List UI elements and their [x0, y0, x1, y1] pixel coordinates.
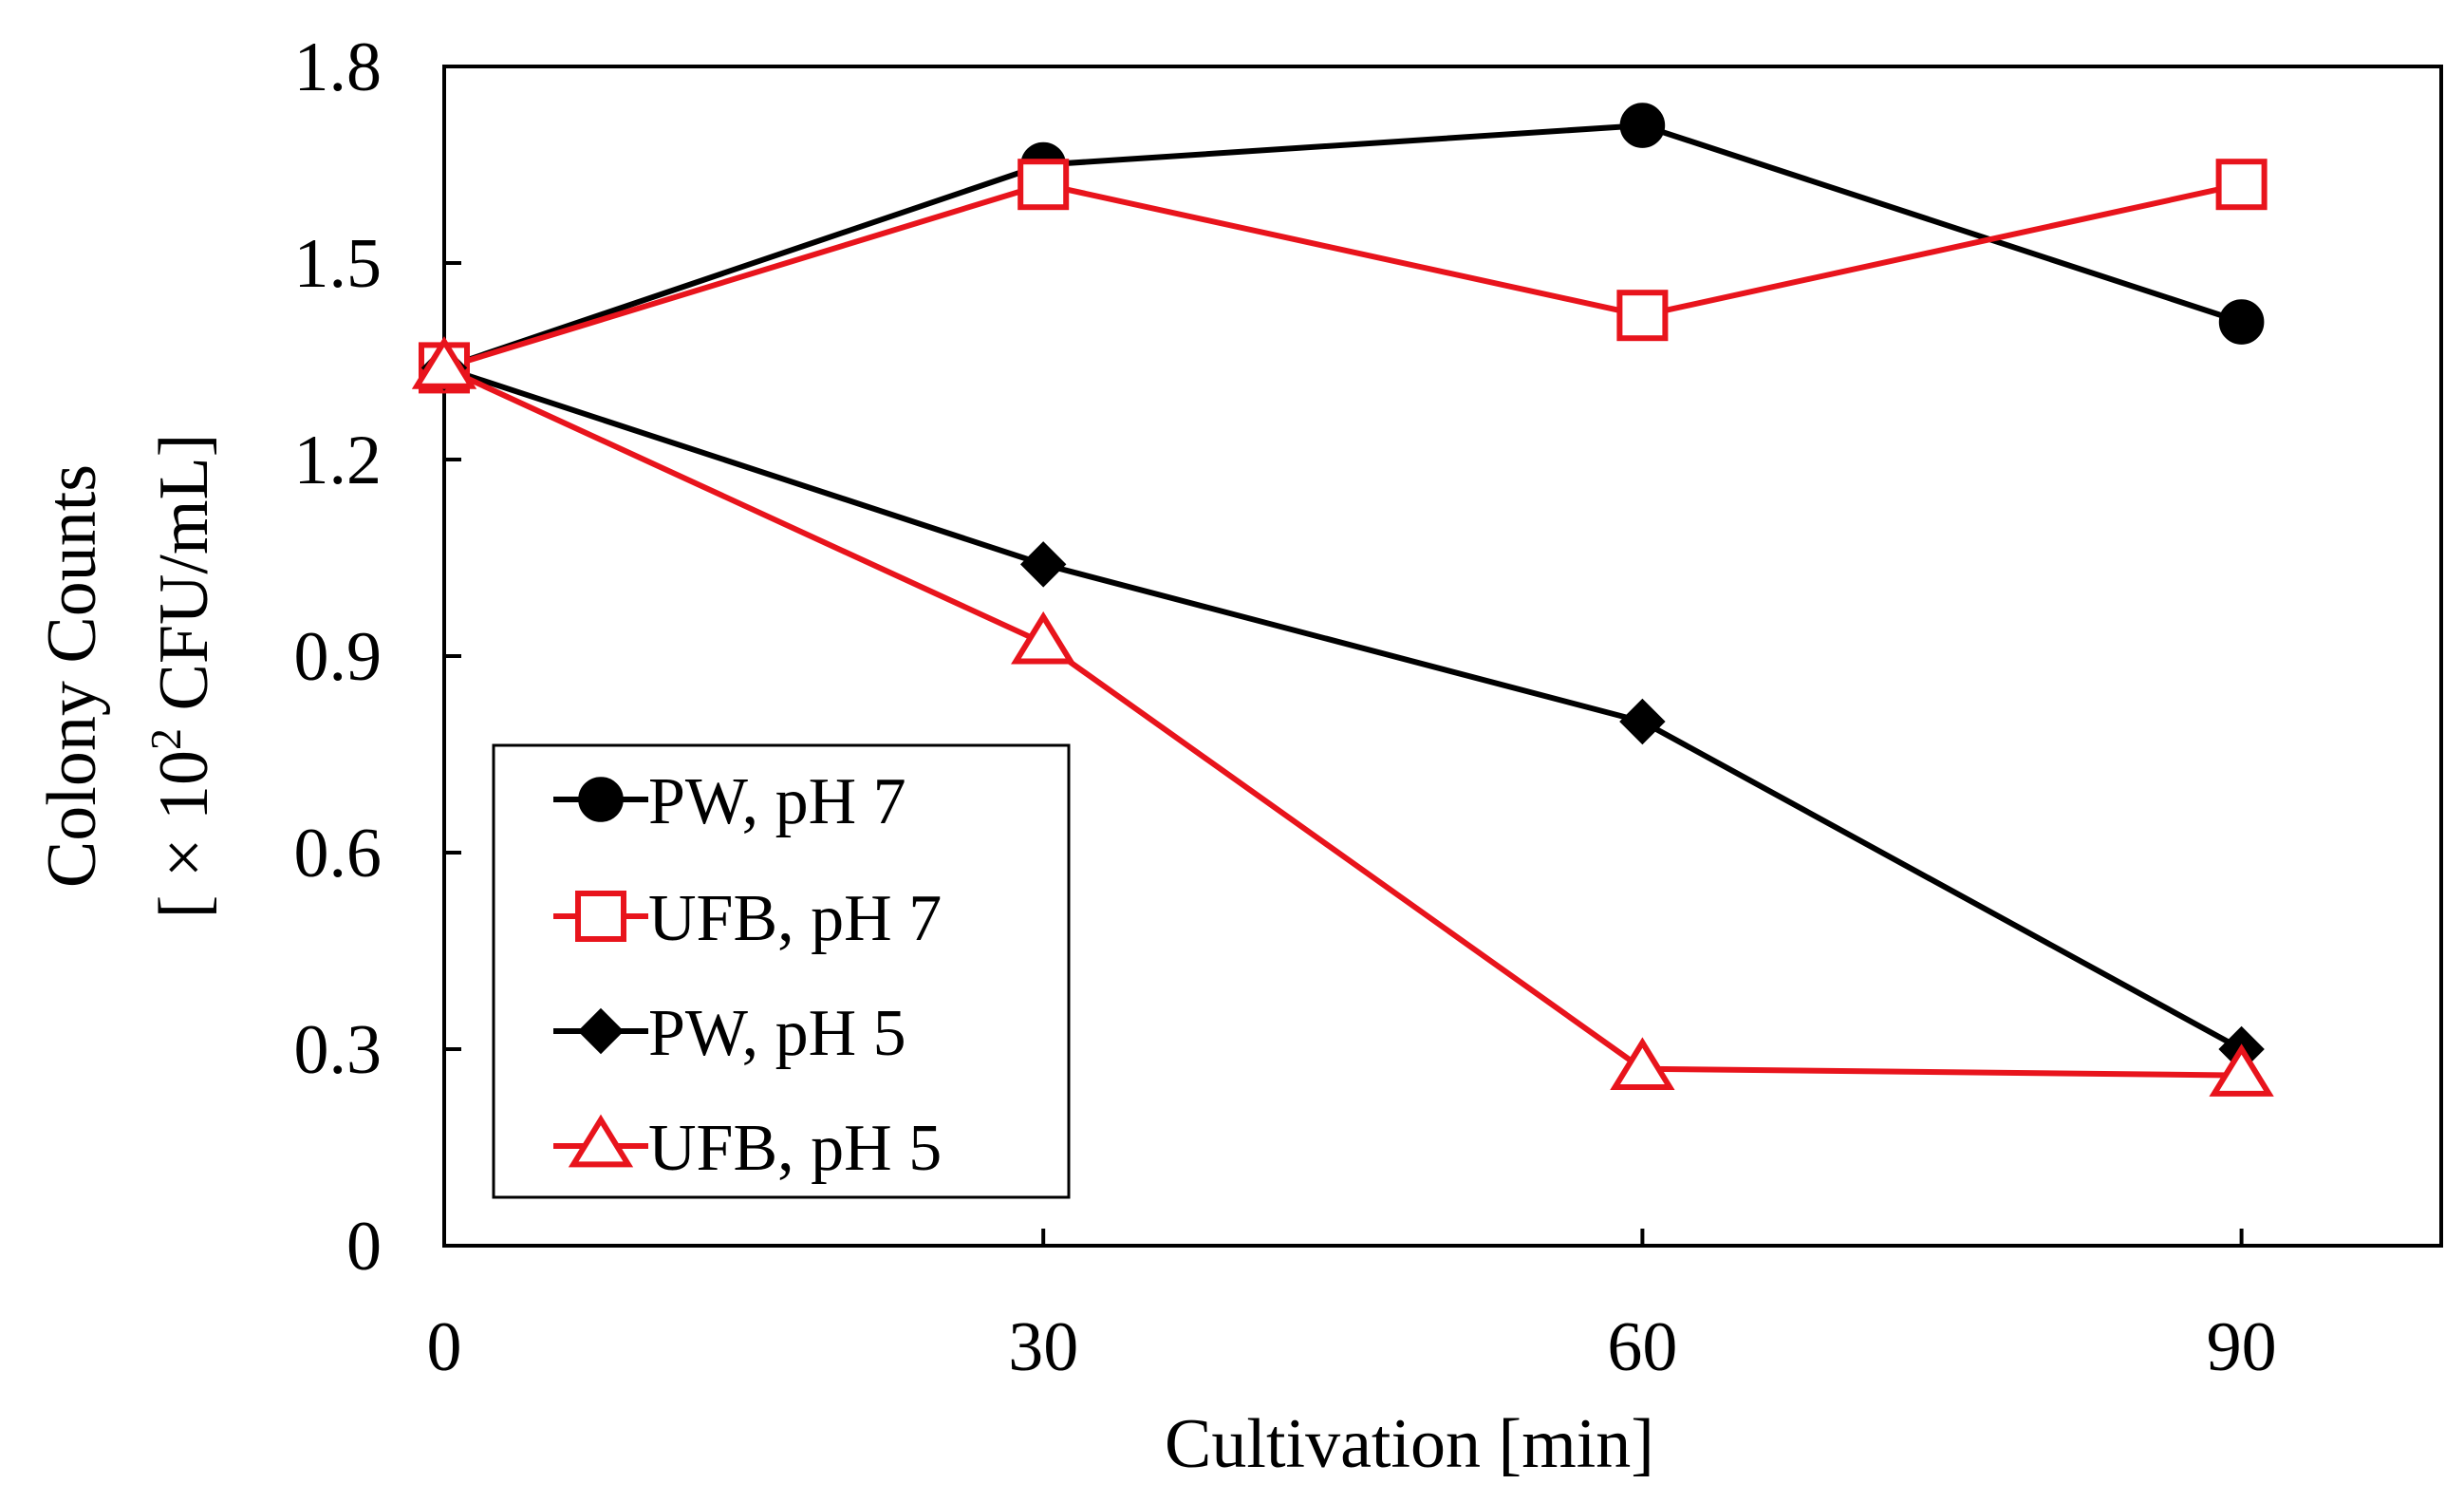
y-tick-label: 1.5: [294, 225, 383, 303]
legend-label-2: UFB, pH 7: [648, 882, 942, 955]
legend-label-4: UFB, pH 5: [648, 1112, 942, 1185]
svg-text:[ × 102 CFU/mL]: [ × 102 CFU/mL]: [141, 434, 223, 919]
data-point-series-2: [1017, 159, 1070, 211]
data-point-series-1: [1619, 103, 1666, 148]
y-tick-label: 0.3: [294, 1011, 383, 1089]
series-line-2: [443, 181, 2243, 371]
legend-label-1: PW, pH 7: [648, 765, 906, 838]
y-tick-label: 1.2: [294, 422, 383, 499]
x-axis: 0 30 60 90: [427, 1229, 2277, 1386]
legend-marker-4: [568, 1114, 634, 1168]
data-point-series-2: [2215, 159, 2268, 211]
x-tick-label: 0: [427, 1308, 462, 1386]
y-axis-unit-suffix: CFU/mL]: [145, 434, 223, 728]
y-tick-label: 0.9: [294, 618, 383, 696]
legend-label-3: PW, pH 5: [648, 997, 906, 1070]
series-line-3: [443, 365, 2244, 1052]
series-line-1: [443, 122, 2243, 371]
y-axis-title: Colony Counts: [33, 464, 111, 888]
y-axis: 0 0.3 0.6 0.9 1.2 1.5 1.8: [294, 28, 461, 1286]
data-point-series-4: [1610, 1037, 1675, 1091]
y-tick-label: 1.8: [294, 28, 383, 106]
data-point-series-3: [1619, 698, 1666, 745]
data-point-series-1: [2218, 299, 2265, 345]
legend-marker-3: [577, 1007, 625, 1055]
y-axis-unit: [ × 102 CFU/mL]: [141, 434, 223, 919]
legend-marker-1: [578, 777, 624, 822]
y-axis-title-line1: Colony Counts: [33, 464, 111, 888]
x-tick-label: 30: [1008, 1308, 1078, 1386]
data-point-series-3: [1019, 541, 1067, 588]
y-axis-unit-exponent: 2: [141, 728, 190, 750]
x-tick-label: 60: [1607, 1308, 1677, 1386]
series-line-4: [442, 365, 2242, 1079]
y-axis-unit-prefix: [ × 10: [145, 750, 223, 918]
data-point-series-4: [1011, 611, 1076, 665]
legend: PW, pH 7 UFB, pH 7 PW, pH 5 UFB, pH 5: [492, 743, 1071, 1199]
data-point-series-4: [2209, 1043, 2274, 1097]
data-point-series-4: [411, 336, 477, 389]
y-tick-label: 0: [346, 1208, 382, 1286]
series-layer: [411, 103, 2274, 1097]
y-tick-label: 0.6: [294, 815, 383, 892]
x-axis-title: Cultivation [min]: [1165, 1405, 1654, 1483]
data-point-series-2: [1616, 290, 1669, 342]
legend-box: [492, 743, 1071, 1199]
x-tick-label: 90: [2207, 1308, 2277, 1386]
legend-marker-2: [575, 891, 626, 942]
